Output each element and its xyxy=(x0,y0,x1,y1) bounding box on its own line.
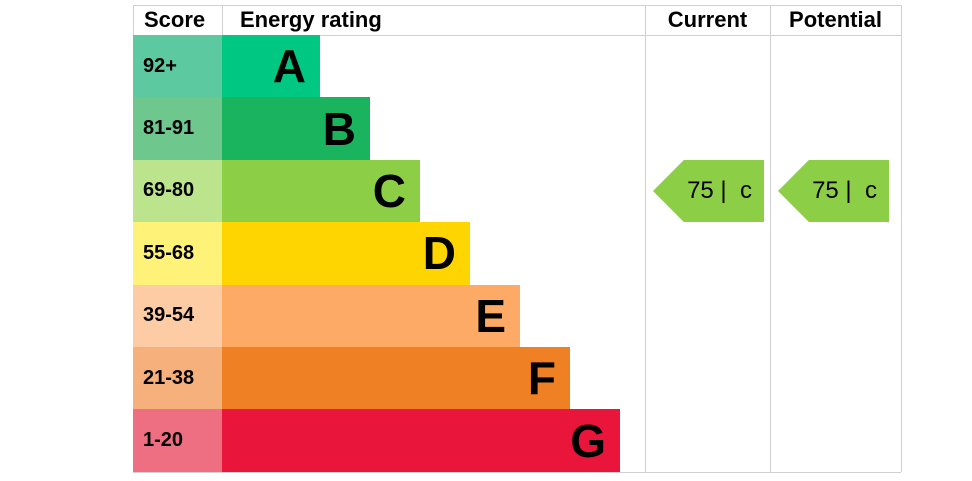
score-cell: 81-91 xyxy=(133,97,222,160)
score-cell: 92+ xyxy=(133,35,222,98)
header-current: Current xyxy=(667,7,748,32)
border xyxy=(133,5,901,6)
border xyxy=(222,5,223,35)
border xyxy=(901,5,902,472)
score-cell: 1-20 xyxy=(133,409,222,472)
header-potential: Potential xyxy=(789,7,882,32)
rating-bar: B xyxy=(222,97,370,160)
potential-rating: 75 | c xyxy=(778,159,889,223)
score-cell: 21-38 xyxy=(133,347,222,410)
rating-bar: G xyxy=(222,409,620,472)
rating-bar: F xyxy=(222,347,570,410)
score-cell: 69-80 xyxy=(133,159,222,223)
score-cell: 55-68 xyxy=(133,222,222,285)
header-rating: Energy rating xyxy=(240,7,382,32)
rating-bar: E xyxy=(222,284,520,347)
border xyxy=(645,5,646,472)
border xyxy=(133,472,901,473)
rating-bar: A xyxy=(222,35,320,98)
border xyxy=(770,5,771,472)
header-score: Score xyxy=(144,7,206,32)
current-rating: 75 | c xyxy=(653,159,764,223)
rating-bar: D xyxy=(222,222,470,285)
rating-bar: C xyxy=(222,159,420,223)
score-cell: 39-54 xyxy=(133,284,222,347)
border xyxy=(133,35,901,36)
